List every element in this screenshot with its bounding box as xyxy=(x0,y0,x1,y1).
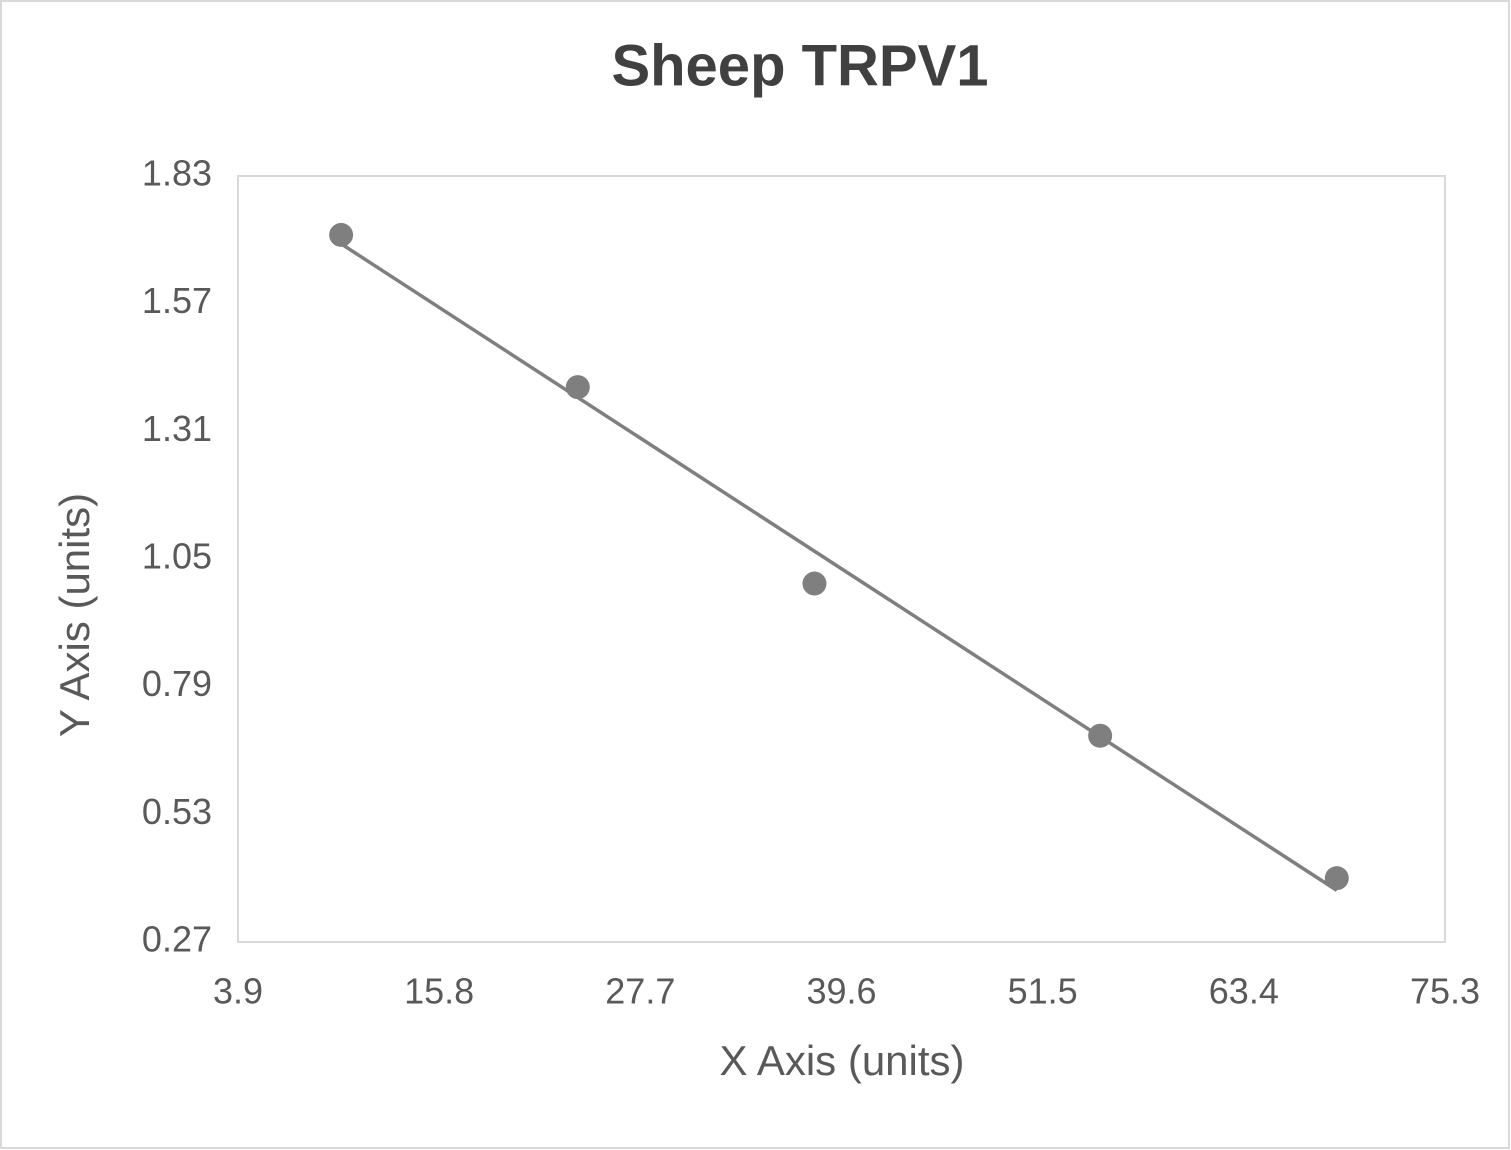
point xyxy=(1088,723,1113,748)
x-tick-label: 75.3 xyxy=(1410,971,1480,1012)
y-tick-label: 1.05 xyxy=(142,536,212,577)
point xyxy=(329,222,354,247)
x-tick-label: 39.6 xyxy=(806,971,876,1012)
y-tick-label: 1.31 xyxy=(142,408,212,449)
y-tick-label: 0.53 xyxy=(142,791,212,832)
chart-title: Sheep TRPV1 xyxy=(611,33,988,98)
x-tick-label: 15.8 xyxy=(404,971,474,1012)
point xyxy=(802,571,827,596)
point xyxy=(1324,866,1349,891)
y-tick-label: 1.83 xyxy=(142,153,212,194)
y-tick-label: 0.27 xyxy=(142,919,212,960)
trendline xyxy=(340,242,1338,892)
x-axis-label: X Axis (units) xyxy=(719,1037,964,1084)
x-tick-label: 51.5 xyxy=(1008,971,1078,1012)
point xyxy=(565,375,590,400)
plot-area xyxy=(237,175,1446,943)
y-tick-label: 0.79 xyxy=(142,663,212,704)
y-axis-label: Y Axis (units) xyxy=(51,493,98,737)
x-tick-label: 3.9 xyxy=(213,971,263,1012)
x-tick-label: 63.4 xyxy=(1209,971,1279,1012)
y-tick-label: 1.57 xyxy=(142,280,212,321)
x-tick-label: 27.7 xyxy=(605,971,675,1012)
